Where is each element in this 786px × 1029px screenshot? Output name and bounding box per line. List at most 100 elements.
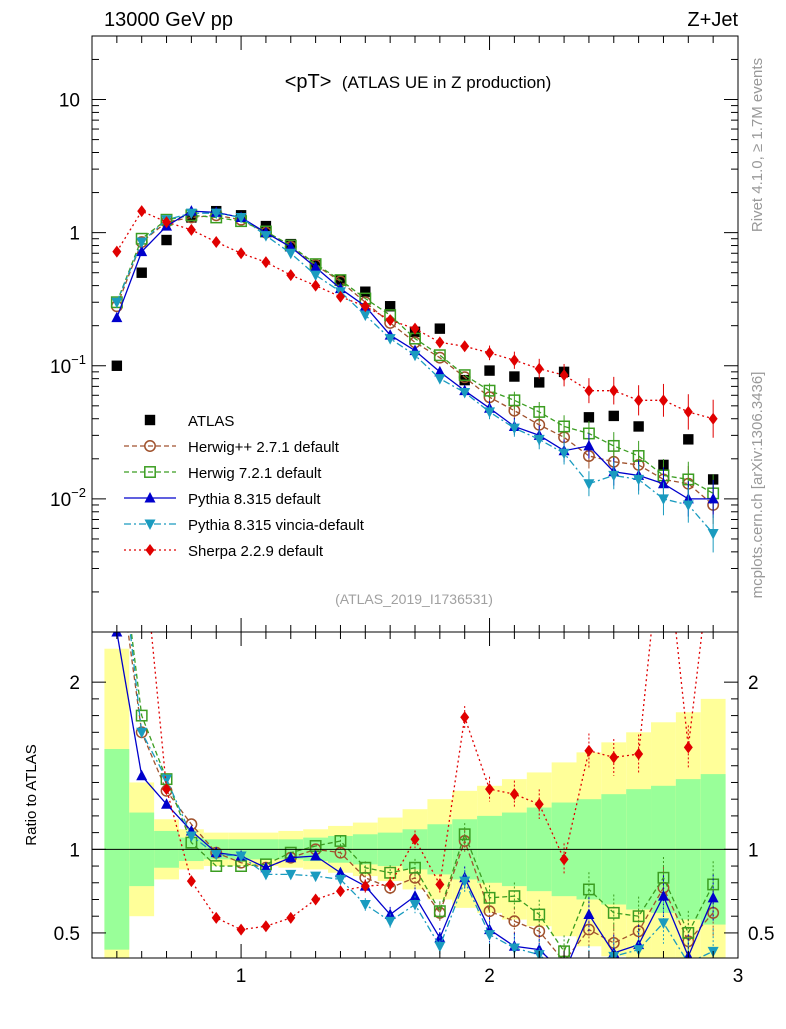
data-point: [508, 394, 521, 407]
main-y-tick-label: 10: [59, 91, 80, 112]
data-point: [433, 349, 446, 362]
analysis-id: (ATLAS_2019_I1736531): [335, 591, 493, 607]
ratio-point: [186, 875, 196, 888]
data-point: [534, 377, 545, 388]
data-point: [633, 474, 645, 486]
ratio-point: [334, 866, 346, 878]
side-label-bottom: mcplots.cern.ch [arXiv:1306.3436]: [749, 372, 766, 599]
ratio-point: [137, 526, 146, 538]
data-point: [584, 384, 594, 397]
data-point: [185, 208, 197, 220]
ratio-point: [162, 783, 172, 796]
data-point: [558, 420, 571, 433]
data-point: [533, 405, 546, 418]
ratio-point: [161, 774, 173, 786]
data-point: [707, 528, 719, 540]
data-point: [484, 407, 496, 418]
ratio-point: [310, 850, 322, 861]
data-point: [434, 374, 446, 385]
title-subtitle: (ATLAS UE in Z production): [342, 73, 551, 92]
tick-exponent: −1: [71, 352, 86, 367]
ratio-point: [683, 959, 694, 970]
data-point: [186, 223, 196, 236]
ratio-point: [359, 861, 372, 874]
data-point: [410, 322, 420, 335]
ratio-point: [112, 543, 122, 553]
data-point: [360, 286, 371, 297]
series-line-2: [116, 214, 714, 494]
ratio-y-label: Ratio to ATLAS: [23, 744, 40, 845]
data-point: [509, 354, 519, 367]
ratio-point: [533, 908, 546, 921]
ratio-point: [508, 943, 520, 954]
legend-marker: [144, 440, 156, 452]
ratio-point: [683, 741, 693, 754]
main-y-tick-label: 10−2: [50, 485, 86, 511]
data-point: [360, 300, 370, 313]
ratio-point: [484, 930, 496, 941]
ratio-point: [559, 967, 570, 978]
ratio-point: [384, 916, 396, 928]
data-point: [384, 334, 396, 345]
data-point: [136, 245, 148, 257]
header-right: Z+Jet: [687, 9, 738, 31]
ratio-point: [285, 869, 297, 881]
data-point: [210, 208, 222, 220]
data-point: [112, 245, 122, 258]
data-point: [235, 212, 247, 224]
ratio-point: [410, 833, 420, 846]
data-point: [583, 439, 595, 451]
ratio-point: [112, 510, 122, 520]
ratio-point: [559, 972, 570, 983]
ratio-point: [657, 918, 669, 929]
data-point: [683, 405, 693, 418]
ratio-point: [210, 860, 223, 873]
ratio-point: [657, 890, 669, 901]
x-tick-label: 2: [484, 966, 495, 987]
ratio-point: [161, 798, 173, 809]
ratio-point: [633, 945, 645, 956]
data-point: [559, 369, 569, 382]
ratio-point: [210, 849, 222, 861]
data-point: [608, 470, 620, 482]
main-y-tick-label: 1: [69, 224, 80, 245]
ratio-point: [135, 709, 148, 722]
ratio-y-tick-label: 2: [69, 673, 80, 694]
ratio-y-tick-label: 0.5: [54, 924, 80, 945]
data-point: [558, 448, 570, 460]
data-point: [111, 360, 123, 371]
tick-exponent: −2: [71, 485, 86, 500]
data-point: [633, 421, 644, 432]
data-point: [460, 340, 470, 353]
ratio-point: [459, 876, 471, 888]
data-point: [136, 267, 147, 278]
data-point: [261, 256, 271, 269]
ratio-point: [185, 831, 197, 842]
data-point: [508, 423, 520, 435]
ratio-point: [509, 788, 519, 801]
ratio-point: [707, 891, 719, 903]
tick-base: 10: [50, 490, 71, 511]
ratio-point: [584, 744, 594, 757]
data-point: [458, 369, 471, 382]
plot-title: <pT> (ATLAS UE in Z production): [285, 71, 552, 93]
x-tick-label: 3: [733, 966, 744, 987]
ratio-point: [334, 846, 347, 859]
ratio-point: [434, 941, 446, 953]
data-point: [682, 500, 694, 511]
ratio-point: [409, 861, 421, 874]
ratio-point: [359, 900, 371, 911]
data-point: [483, 384, 496, 397]
ratio-point: [385, 878, 395, 891]
tick-base: 10: [50, 357, 71, 378]
data-point: [260, 231, 272, 242]
ratio-point: [433, 905, 446, 918]
data-point: [533, 434, 545, 446]
legend-marker: [144, 519, 156, 530]
ratio-point: [460, 711, 470, 724]
ratio-point: [311, 893, 321, 906]
series-line-5: [116, 210, 714, 420]
data-point: [608, 410, 619, 422]
